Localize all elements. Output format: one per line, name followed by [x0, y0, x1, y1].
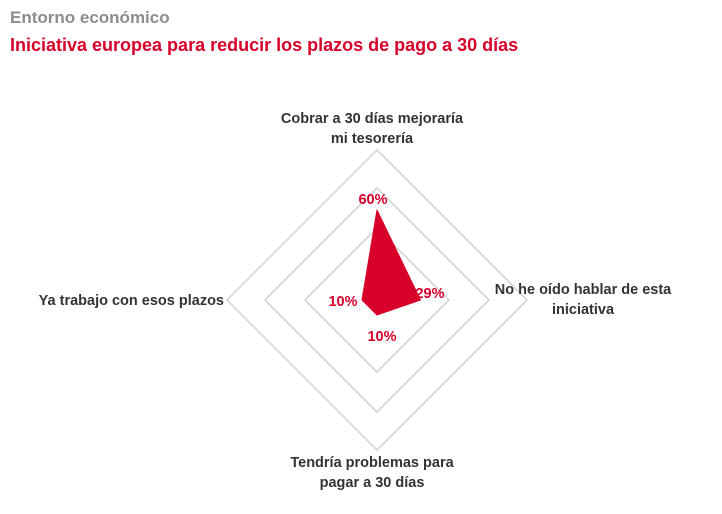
value-label-1: 60% — [358, 192, 387, 208]
value-label-3: 10% — [367, 329, 396, 345]
radar-series — [361, 209, 421, 316]
axis-label-line: Cobrar a 30 días mejoraría — [281, 111, 464, 127]
radar-grid — [226, 149, 528, 451]
value-label-2: 29% — [415, 286, 444, 302]
axis-label-line: Ya trabajo con esos plazos — [39, 293, 224, 309]
supertitle: Entorno económico — [10, 8, 170, 27]
chart-title: Iniciativa europea para reducir los plaz… — [10, 35, 519, 55]
axis-label-line: No he oído hablar de esta — [495, 282, 672, 298]
axis-label-4: Ya trabajo con esos plazos — [39, 293, 224, 309]
grid-ring-2 — [264, 187, 490, 413]
axis-label-line: Tendría problemas para — [290, 455, 454, 471]
grid-ring-3 — [304, 227, 450, 373]
radar-axis-labels: Cobrar a 30 días mejoraría mi tesorería No… — [39, 111, 673, 491]
axis-label-line: pagar a 30 días — [320, 475, 425, 491]
axis-label-3: Tendría problemas para pagar a 30 días — [290, 455, 454, 491]
grid-ring-1 — [226, 149, 528, 451]
axis-label-line: mi tesorería — [331, 131, 414, 147]
axis-label-2: No he oído hablar de esta iniciativa — [495, 282, 672, 318]
axis-label-line: iniciativa — [552, 302, 615, 318]
value-label-4: 10% — [328, 294, 357, 310]
axis-label-1: Cobrar a 30 días mejoraría mi tesorería — [281, 111, 464, 147]
radar-value-labels: 60% 29% 10% 10% — [328, 192, 444, 345]
